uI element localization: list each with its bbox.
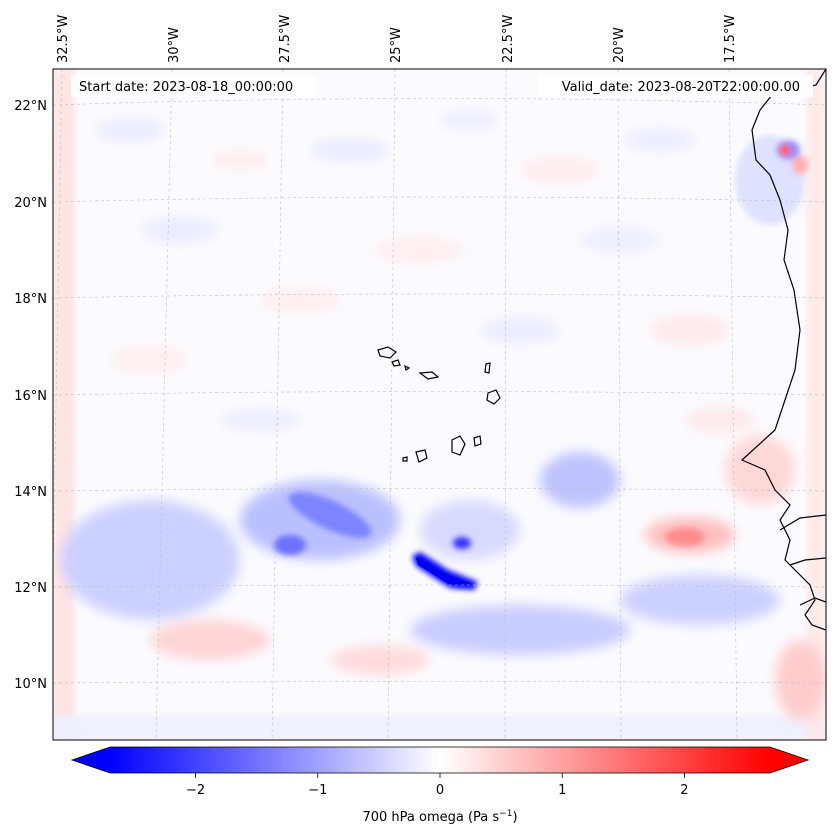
colorbar-label: 700 hPa omega (Pa s−1) [362, 809, 517, 825]
lat-label-22n: 22°N [14, 99, 47, 114]
valid-date-label: Valid_date: 2023-08-20T22:00:00.00 [562, 80, 800, 95]
omega-field [53, 69, 826, 740]
colorbar-ticks: −2 −1 0 1 2 [186, 773, 689, 798]
map-frame [52, 68, 827, 741]
lat-label-16n: 16°N [14, 389, 47, 404]
lon-label-20w: 20°W [612, 27, 627, 63]
latitude-labels: 22°N 20°N 18°N 16°N 14°N 12°N 10°N [14, 99, 47, 692]
colorbar: −2 −1 0 1 2 700 hPa omega (Pa s−1) [70, 746, 810, 825]
lon-label-30w: 30°W [167, 27, 182, 63]
graticule [53, 69, 826, 740]
colorbar-gradient [110, 747, 770, 773]
coastline [740, 69, 826, 631]
lat-label-12n: 12°N [14, 581, 47, 596]
colorbar-outline [70, 746, 810, 774]
lat-label-10n: 10°N [14, 677, 47, 692]
start-date-box [71, 75, 316, 97]
colorbar-max-extension [770, 747, 808, 773]
colorbar-min-extension [72, 747, 110, 773]
lon-label-22-5w: 22.5°W [501, 15, 516, 63]
lat-label-14n: 14°N [14, 485, 47, 500]
lon-label-25w: 25°W [389, 27, 404, 63]
colorbar-tick-label: 1 [558, 783, 566, 798]
lon-label-17-5w: 17.5°W [723, 15, 738, 63]
start-date-label: Start date: 2023-08-18_00:00:00 [79, 80, 293, 95]
lon-label-27-5w: 27.5°W [278, 15, 293, 63]
colorbar-tick-label: −2 [186, 783, 205, 798]
cape-verde-islands [377, 346, 501, 463]
longitude-labels: 32.5°W 30°W 27.5°W 25°W 22.5°W 20°W 17.5… [56, 15, 738, 63]
colorbar-tick-label: 2 [680, 783, 688, 798]
lat-label-18n: 18°N [14, 292, 47, 307]
valid-date-box [538, 75, 813, 97]
lat-label-20n: 20°N [14, 196, 47, 211]
colorbar-tick-label: −1 [308, 783, 327, 798]
colorbar-tick-label: 0 [436, 783, 444, 798]
lon-label-32-5w: 32.5°W [56, 15, 71, 63]
